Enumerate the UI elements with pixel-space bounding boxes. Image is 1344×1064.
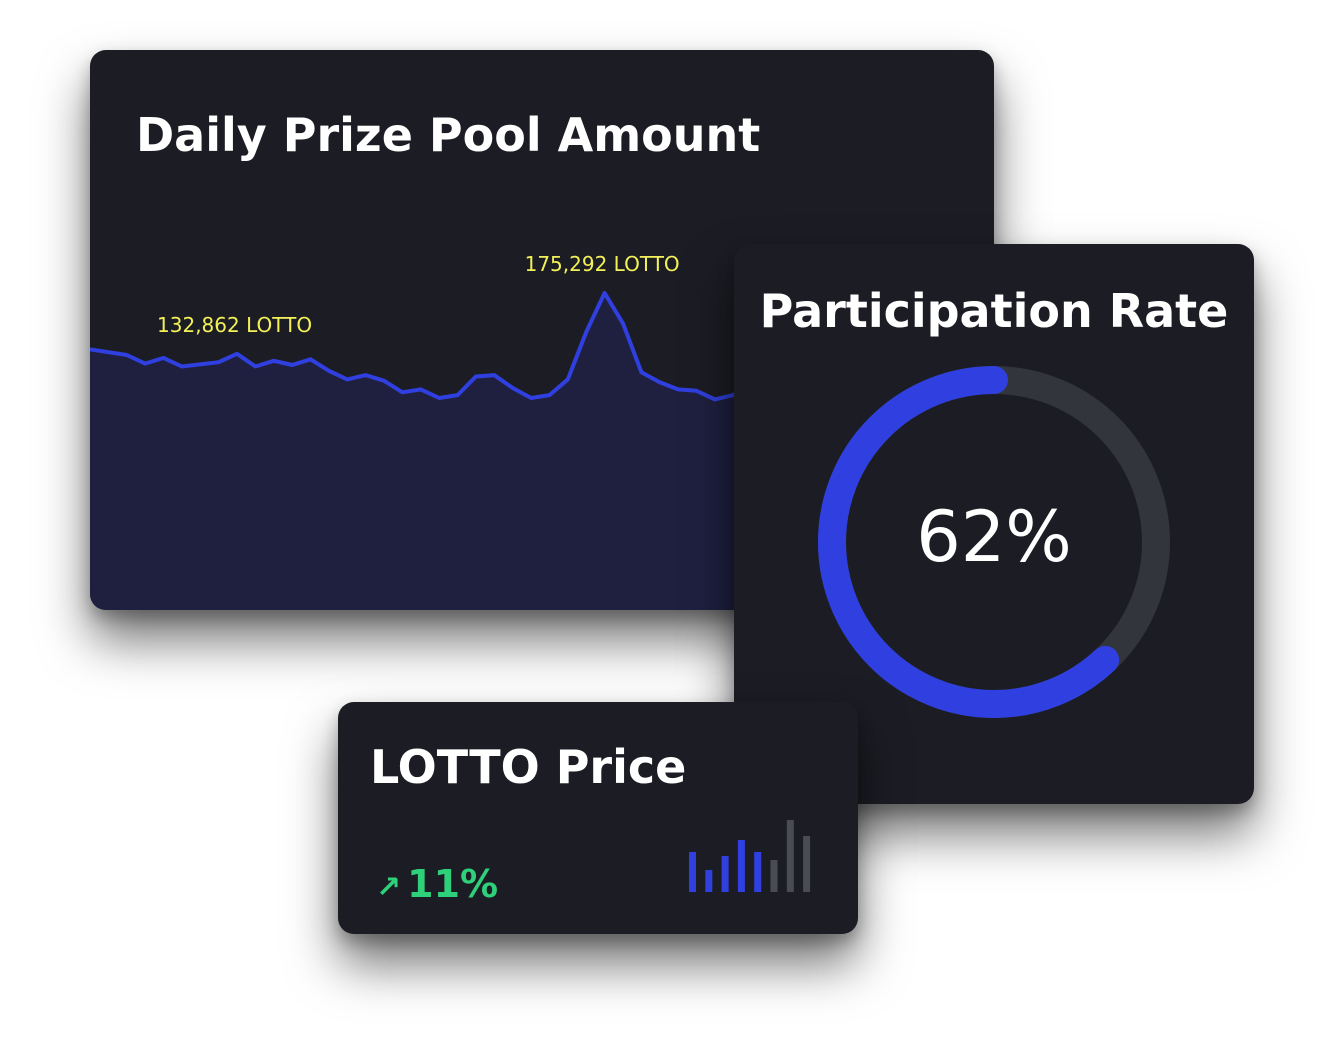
price-bar: [786, 820, 794, 892]
price-bar: [721, 856, 729, 892]
prize-pool-line: [90, 291, 772, 402]
prize-pool-chart: 132,862 LOTTO 175,292 LOTTO: [90, 252, 772, 610]
price-bar: [803, 836, 811, 892]
price-bar: [689, 852, 696, 892]
prize-pool-label-b: 175,292 LOTTO: [525, 252, 680, 276]
participation-rate-title: Participation Rate: [759, 284, 1229, 338]
price-bar: [754, 852, 762, 892]
participation-donut: [818, 366, 1170, 718]
prize-pool-area: [90, 293, 770, 610]
price-change: ↗ 11%: [376, 862, 498, 906]
price-bar-chart: [689, 820, 811, 892]
price-change-value: 11%: [407, 862, 499, 906]
prize-pool-label-a: 132,862 LOTTO: [157, 313, 312, 337]
prize-pool-title: Daily Prize Pool Amount: [136, 108, 761, 162]
trend-up-icon: ↗: [376, 870, 402, 905]
price-bar: [737, 840, 745, 892]
lotto-price-card: LOTTO Price ↗ 11%: [338, 702, 858, 934]
price-bar: [770, 860, 778, 892]
donut-arc: [818, 366, 1170, 718]
participation-rate-value: 62%: [916, 496, 1072, 578]
price-bar: [705, 870, 713, 892]
lotto-price-title: LOTTO Price: [370, 740, 687, 794]
